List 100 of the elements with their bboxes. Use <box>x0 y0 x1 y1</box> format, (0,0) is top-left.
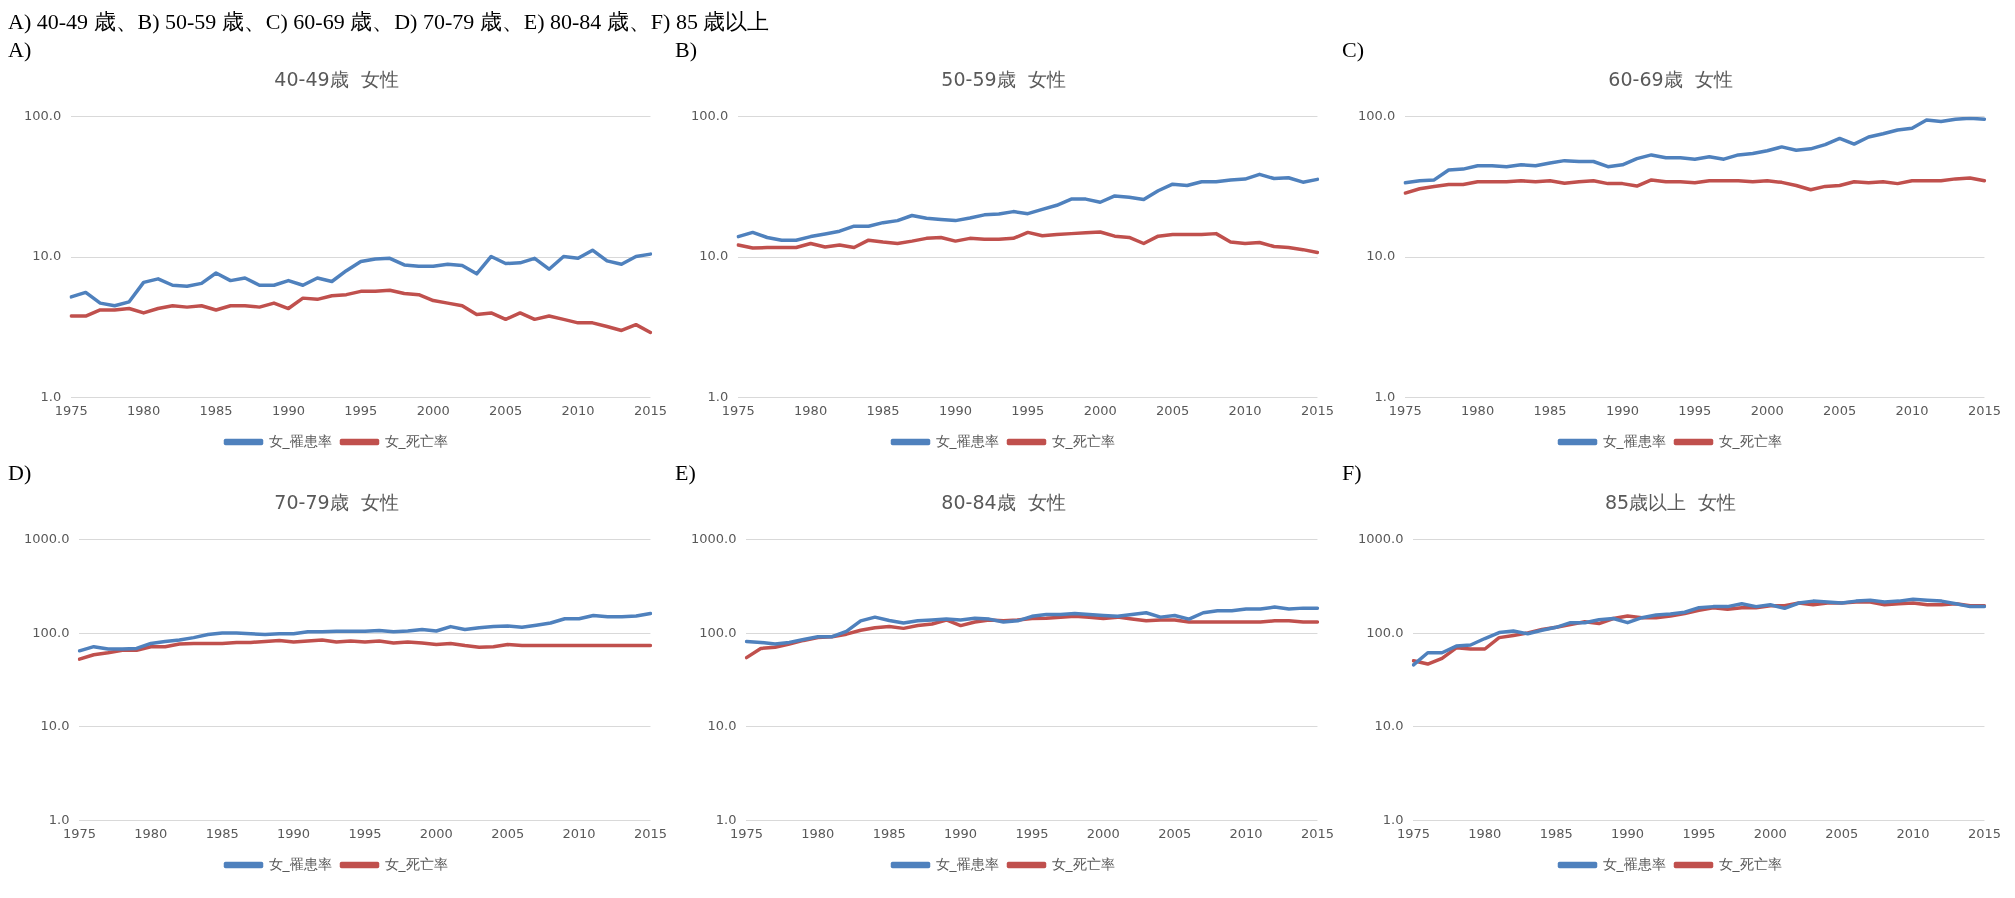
y-tick-label: 1.0 <box>1374 388 1396 404</box>
y-tick-label: 1000.0 <box>23 531 70 547</box>
legend-label: 女_罹患率 <box>1602 432 1666 449</box>
x-tick-label: 2000 <box>1750 402 1784 418</box>
x-tick-label: 1975 <box>54 402 88 418</box>
y-tick-label: 1000.0 <box>1357 531 1404 547</box>
x-tick-label: 1980 <box>134 825 168 841</box>
x-tick-label: 2000 <box>1083 402 1117 418</box>
x-tick-label: 2010 <box>1228 402 1262 418</box>
y-tick-label: 10.0 <box>707 718 737 734</box>
x-tick-label: 1995 <box>1015 825 1049 841</box>
y-tick-label: 100.0 <box>699 624 737 640</box>
x-tick-label: 2010 <box>561 402 595 418</box>
y-tick-label: 100.0 <box>1366 624 1404 640</box>
y-tick-label: 10.0 <box>1366 248 1396 264</box>
y-tick-label: 1.0 <box>707 388 729 404</box>
x-tick-label: 2005 <box>1156 402 1190 418</box>
x-tick-label: 2005 <box>491 825 525 841</box>
x-tick-label: 1980 <box>794 402 828 418</box>
y-tick-label: 1000.0 <box>690 531 737 547</box>
x-tick-label: 1980 <box>1461 402 1495 418</box>
text: D) <box>8 459 33 487</box>
chart-title: 60-69歳 女性 <box>1608 68 1733 91</box>
x-tick-label: 2015 <box>1300 402 1334 418</box>
text: F) <box>1342 459 1363 487</box>
legend-label: 女_死亡率 <box>1718 432 1782 449</box>
y-tick-label: 1.0 <box>48 811 70 827</box>
legend-label: 女_死亡率 <box>1051 855 1115 872</box>
chart-title: 70-79歳 女性 <box>274 491 399 514</box>
x-tick-label: 1975 <box>1396 825 1431 841</box>
y-tick-label: 10.0 <box>32 248 62 264</box>
x-tick-label: 1975 <box>1388 402 1422 418</box>
x-tick-label: 1995 <box>348 825 382 841</box>
x-tick-label: 2010 <box>1896 825 1930 841</box>
x-tick-label: 2015 <box>1300 825 1334 841</box>
legend-label: 女_死亡率 <box>384 432 448 449</box>
x-tick-label: 2015 <box>633 825 667 841</box>
x-tick-label: 1975 <box>721 402 755 418</box>
y-tick-label: 10.0 <box>699 248 729 264</box>
y-tick-label: 1.0 <box>715 811 737 827</box>
x-tick-label: 1985 <box>872 825 906 841</box>
x-tick-label: 1990 <box>271 402 305 418</box>
x-tick-label: 1980 <box>127 402 161 418</box>
x-tick-label: 1975 <box>62 825 97 841</box>
legend-label: 女_死亡率 <box>384 855 448 872</box>
y-tick-label: 10.0 <box>40 718 70 734</box>
x-tick-label: 1990 <box>938 402 972 418</box>
x-tick-label: 1995 <box>1678 402 1712 418</box>
x-tick-label: 1975 <box>729 825 764 841</box>
chart-title: 50-59歳 女性 <box>941 68 1066 91</box>
x-tick-label: 1990 <box>1605 402 1639 418</box>
x-tick-label: 2005 <box>489 402 523 418</box>
x-tick-label: 2015 <box>1967 825 2001 841</box>
text: C) <box>1342 36 1365 64</box>
x-tick-label: 2000 <box>416 402 450 418</box>
x-tick-label: 1980 <box>801 825 835 841</box>
text: A) 40-49 歳、B) 50-59 歳、C) 60-69 歳、D) 70-79 歳、E) 80-84 歳、F) 85 歳以上 <box>8 8 770 36</box>
text: B) <box>675 36 698 64</box>
x-tick-label: 1995 <box>344 402 378 418</box>
x-tick-label: 1990 <box>277 825 311 841</box>
x-tick-label: 1985 <box>199 402 233 418</box>
x-tick-label: 1980 <box>1468 825 1502 841</box>
text: E) <box>675 459 697 487</box>
y-tick-label: 1.0 <box>40 388 62 404</box>
chart-title: 85歳以上 女性 <box>1604 491 1737 514</box>
x-tick-label: 1985 <box>866 402 900 418</box>
x-tick-label: 2000 <box>1086 825 1120 841</box>
y-tick-label: 100.0 <box>1358 108 1396 124</box>
legend-label: 女_罹患率 <box>1602 855 1666 872</box>
legend-label: 女_罹患率 <box>935 855 999 872</box>
x-tick-label: 2000 <box>419 825 453 841</box>
x-tick-label: 1985 <box>1533 402 1567 418</box>
y-tick-label: 100.0 <box>691 108 729 124</box>
legend-label: 女_罹患率 <box>935 432 999 449</box>
x-tick-label: 2005 <box>1158 825 1192 841</box>
text: A) <box>8 36 33 64</box>
x-tick-label: 2000 <box>1753 825 1787 841</box>
x-tick-label: 1995 <box>1682 825 1716 841</box>
chart-title: 80-84歳 女性 <box>941 491 1066 514</box>
legend-label: 女_死亡率 <box>1718 855 1782 872</box>
chart-title: 40-49歳 女性 <box>274 68 399 91</box>
x-tick-label: 2010 <box>562 825 596 841</box>
x-tick-label: 2010 <box>1229 825 1263 841</box>
x-tick-label: 2015 <box>1967 402 2001 418</box>
y-tick-label: 100.0 <box>32 624 70 640</box>
y-tick-label: 1.0 <box>1382 811 1404 827</box>
x-tick-label: 2015 <box>633 402 667 418</box>
x-tick-label: 2010 <box>1895 402 1929 418</box>
x-tick-label: 2005 <box>1823 402 1857 418</box>
y-tick-label: 100.0 <box>24 108 62 124</box>
legend-label: 女_罹患率 <box>268 855 332 872</box>
x-tick-label: 1995 <box>1011 402 1045 418</box>
legend-label: 女_罹患率 <box>268 432 332 449</box>
y-tick-label: 10.0 <box>1374 718 1404 734</box>
x-tick-label: 1985 <box>205 825 239 841</box>
x-tick-label: 1985 <box>1539 825 1573 841</box>
legend-label: 女_死亡率 <box>1051 432 1115 449</box>
x-tick-label: 1990 <box>944 825 978 841</box>
x-tick-label: 2005 <box>1825 825 1859 841</box>
x-tick-label: 1990 <box>1611 825 1645 841</box>
